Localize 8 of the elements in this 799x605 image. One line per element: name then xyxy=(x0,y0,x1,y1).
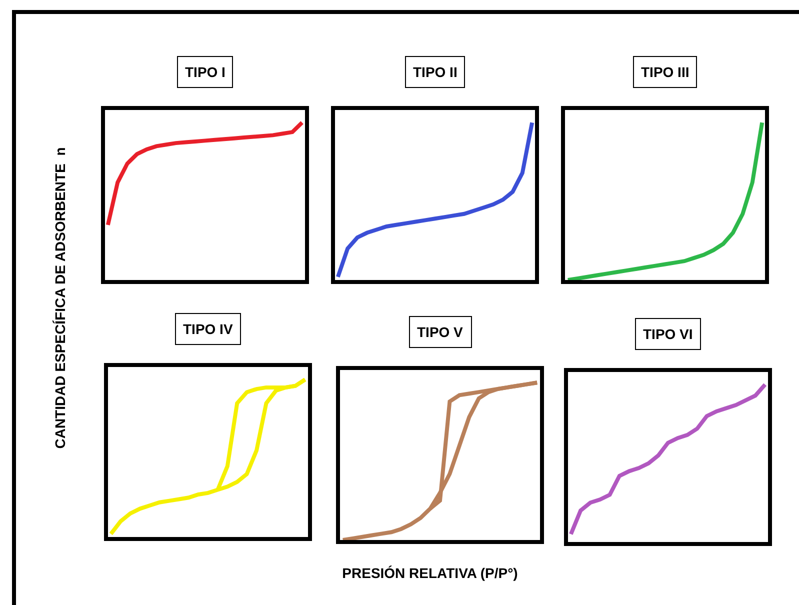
chart-title: TIPO III xyxy=(641,64,690,80)
y-axis-title: CANTIDAD ESPECÍFICA DE ADSORBENTE n xyxy=(52,146,68,451)
x-axis-title: PRESIÓN RELATIVA (P/P°) xyxy=(341,565,519,581)
chart-title: TIPO VI xyxy=(643,326,693,342)
chart-title: TIPO I xyxy=(185,64,226,80)
chart-title: TIPO II xyxy=(413,64,458,80)
chart-title: TIPO V xyxy=(417,324,464,340)
chart-title: TIPO IV xyxy=(183,321,234,337)
